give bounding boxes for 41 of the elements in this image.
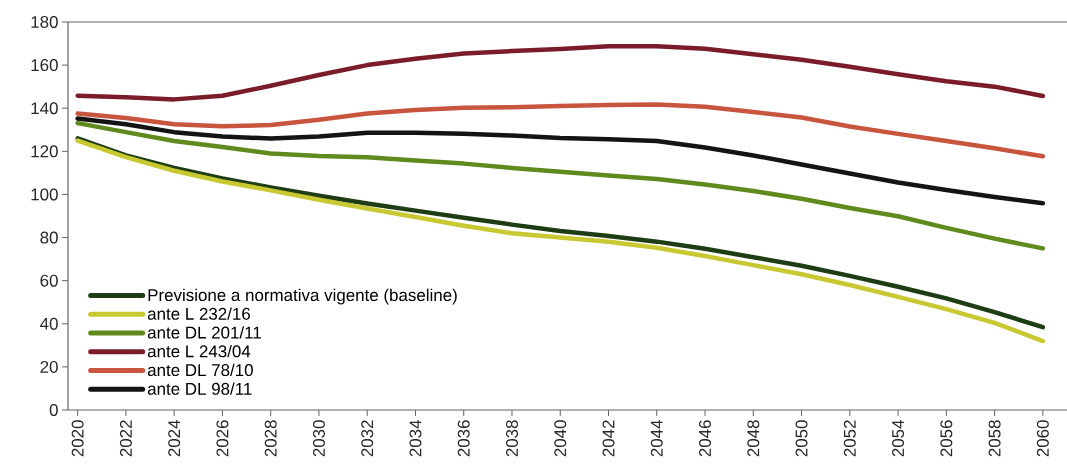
x-tick-label: 2044	[650, 420, 663, 457]
y-tick-label: 60	[40, 274, 58, 287]
x-tick-label: 2056	[940, 420, 953, 457]
x-tick-label: 2020	[71, 420, 84, 457]
x-tick-label: 2050	[795, 420, 808, 457]
y-tick-label: 40	[40, 317, 58, 330]
legend-label: ante L 243/04	[147, 344, 251, 358]
legend-label: ante L 232/16	[147, 307, 250, 320]
x-tick-label: 2038	[505, 420, 518, 457]
y-tick-label: 180	[31, 16, 58, 28]
x-tick-label: 2048	[747, 420, 760, 457]
x-tick-label: 2052	[843, 420, 856, 457]
line-series	[75, 116, 1046, 206]
y-tick-label: 20	[40, 360, 58, 373]
x-tick-label: 2024	[168, 420, 181, 457]
x-tick-label: 2028	[264, 420, 277, 457]
x-tick-label: 2034	[409, 420, 422, 457]
x-tick-label: 2032	[361, 420, 374, 457]
x-tick-label: 2060	[1036, 420, 1049, 457]
x-tick-label: 2054	[892, 420, 905, 457]
y-tick-label: 160	[31, 59, 58, 72]
x-tick-label: 2030	[312, 420, 325, 457]
legend-label: ante DL 78/10	[147, 363, 253, 377]
legend-label: ante DL 201/11	[147, 326, 261, 339]
y-tick-label: 140	[31, 102, 58, 115]
legend-label: ante DL 98/11	[147, 382, 252, 395]
y-tick-label: 100	[31, 188, 58, 201]
line-series	[75, 44, 1046, 102]
legend-label: Previsione a normativa vigente (baseline)	[148, 288, 457, 305]
line-series	[75, 120, 1046, 251]
x-tick-label: 2058	[988, 420, 1001, 457]
y-tick-label: 120	[31, 145, 58, 158]
y-tick-label: 80	[40, 231, 58, 244]
y-tick-label: 0	[49, 404, 58, 416]
x-tick-label: 2036	[457, 420, 470, 457]
x-tick-label: 2040	[554, 420, 567, 457]
x-tick-label: 2022	[119, 420, 132, 457]
x-tick-label: 2042	[602, 420, 615, 457]
x-tick-label: 2026	[216, 420, 229, 457]
line-series	[75, 102, 1046, 159]
x-tick-label: 2046	[699, 420, 712, 457]
